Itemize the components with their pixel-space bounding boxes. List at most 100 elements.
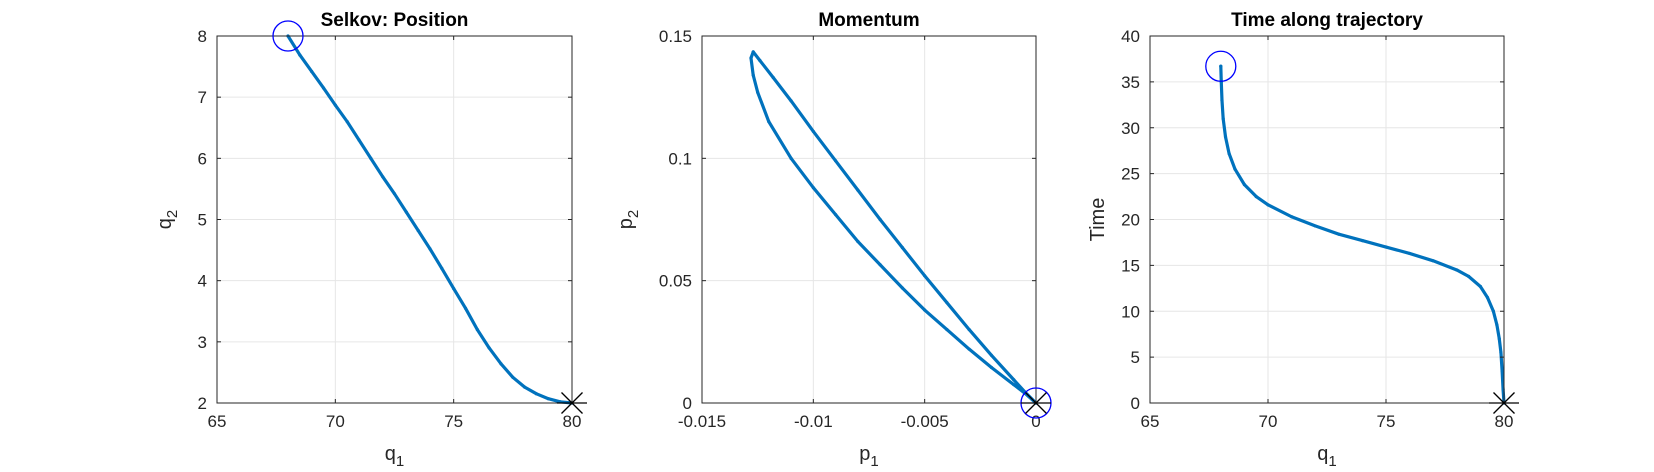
y-tick-label: 40 (1121, 27, 1140, 46)
data-point (945, 328, 949, 332)
data-point (923, 308, 927, 312)
chart-title: Time along trajectory (1231, 10, 1423, 31)
data-point (404, 210, 408, 214)
x-tick-label: -0.005 (901, 412, 949, 431)
end-asterisk-marker (557, 392, 587, 414)
x-axis-label-base: p (859, 443, 870, 465)
y-tick-label: 0 (1131, 394, 1140, 413)
start-circle-marker (272, 20, 304, 52)
data-point (751, 73, 755, 77)
y-tick-label: 0 (683, 394, 692, 413)
y-tick-label: 30 (1121, 119, 1140, 138)
data-point (811, 186, 815, 190)
data-point (834, 213, 838, 217)
data-point (1408, 251, 1412, 256)
data-point (1431, 259, 1435, 263)
data-point (1337, 232, 1341, 236)
data-point (1313, 224, 1317, 228)
data-point (369, 156, 373, 160)
data-point (345, 120, 349, 124)
y-axis-label-subscript: 2 (164, 210, 181, 218)
axes-2: -0.015 -0.01 -0.005 000.050.10.15Momentump1… (615, 10, 1052, 470)
x-tick-label: -0.01 (794, 412, 833, 431)
end-asterisk-marker (1489, 392, 1519, 414)
x-tick-label: 80 (1495, 412, 1514, 431)
y-axis-label-subscript: 2 (625, 210, 642, 218)
data-point (1495, 323, 1499, 327)
data-point (856, 188, 860, 192)
data-point (751, 50, 755, 54)
data-point (1455, 268, 1459, 272)
x-axis-label: q1 (1317, 443, 1336, 470)
y-axis-label: q2 (154, 210, 181, 229)
y-axis-label-base: p (615, 218, 637, 229)
data-point (487, 346, 491, 350)
data-point (310, 69, 314, 74)
x-axis-label-subscript: 1 (870, 453, 878, 470)
x-axis-label-subscript: 1 (396, 453, 404, 470)
data-point (1219, 64, 1223, 68)
data-point (298, 53, 302, 57)
data-point (1012, 383, 1016, 387)
chart-title: Selkov: Position (321, 10, 469, 31)
data-point (534, 392, 539, 396)
data-point (1497, 337, 1501, 341)
data-point (967, 328, 971, 332)
asterisk-stroke (1025, 392, 1047, 414)
data-point (1500, 369, 1504, 373)
data-point (428, 247, 432, 251)
data-point (967, 347, 971, 351)
axes-3: 65 70 75 80 0 5 10 15 20 25 30 35 40 Time along traje… (1087, 10, 1519, 470)
x-tick-label: 65 (208, 412, 227, 431)
y-tick-label: 8 (198, 27, 207, 46)
y-tick-label: 5 (1131, 348, 1140, 367)
data-point (1499, 350, 1503, 355)
x-tick-label: 70 (1259, 412, 1278, 431)
x-tick-label: 0 (1031, 412, 1040, 431)
data-point (989, 353, 994, 357)
data-point (475, 328, 479, 332)
data-point (440, 266, 444, 271)
y-axis-label-base: q (154, 218, 176, 229)
x-axis-label-base: q (1317, 443, 1328, 465)
data-point (900, 246, 905, 250)
data-point (321, 86, 326, 90)
axes-box (701, 35, 1037, 404)
data-point (1221, 116, 1225, 121)
data-point (789, 156, 793, 160)
data-point (416, 228, 420, 233)
y-tick-label: 25 (1121, 165, 1140, 184)
data-point (811, 129, 815, 134)
y-tick-label: 10 (1121, 302, 1140, 321)
asterisk-stroke (561, 392, 583, 414)
data-point (1012, 378, 1016, 382)
data-point (333, 103, 337, 107)
data-point (1485, 295, 1490, 300)
data-point (758, 58, 762, 63)
data-point (546, 397, 550, 401)
data-point (1290, 215, 1294, 219)
y-axis-label: Time (1087, 198, 1109, 242)
asterisk-stroke (1493, 392, 1515, 414)
data-point (945, 301, 949, 305)
data-point (511, 375, 515, 379)
data-point (357, 138, 361, 142)
data-point (381, 175, 385, 179)
data-point (1254, 194, 1258, 199)
y-tick-label: 0.15 (659, 27, 692, 46)
x-axis-label: q1 (385, 443, 404, 470)
y-tick-label: 35 (1121, 73, 1140, 92)
y-tick-label: 2 (198, 394, 207, 413)
data-point (900, 286, 905, 290)
data-point (1360, 239, 1364, 243)
data-point (1384, 245, 1388, 249)
data-point (923, 274, 927, 278)
data-point (878, 217, 882, 222)
data-point (1467, 274, 1471, 278)
y-axis-label: p2 (615, 210, 642, 229)
data-point (771, 75, 775, 80)
data-point (392, 192, 397, 196)
end-asterisk-marker (1021, 392, 1051, 414)
